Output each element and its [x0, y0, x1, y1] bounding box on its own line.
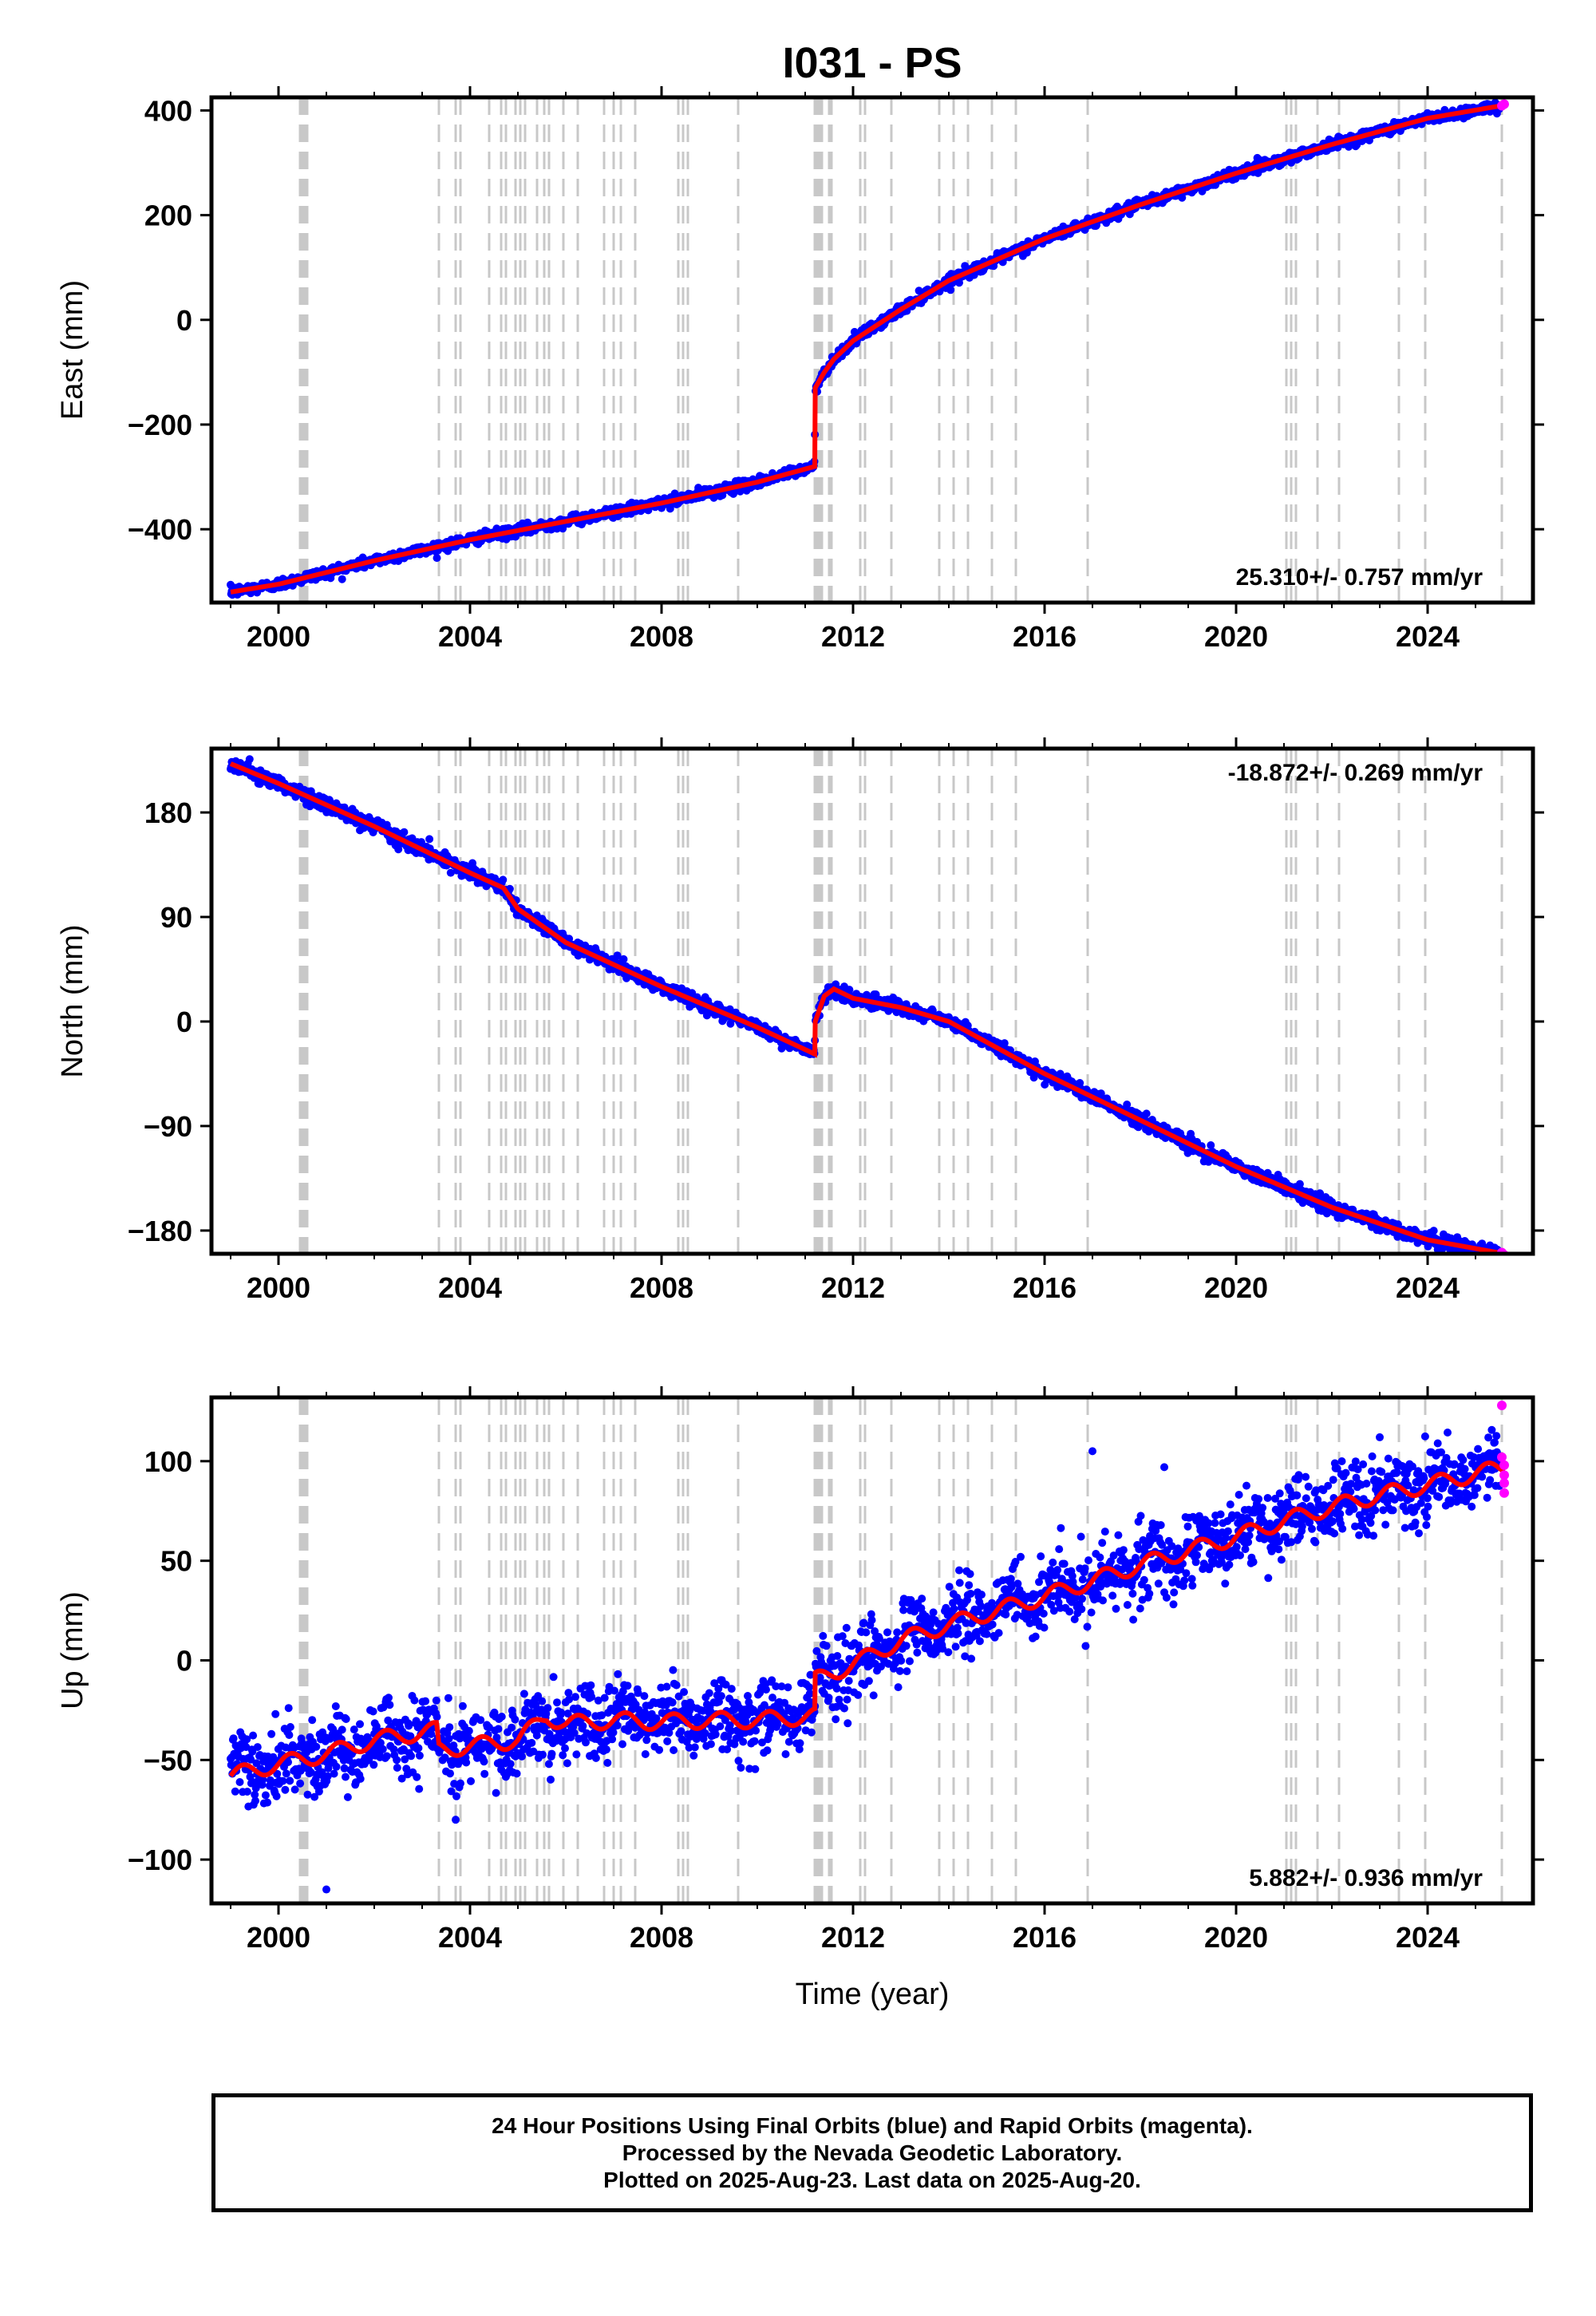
- data-point: [499, 875, 508, 884]
- x-tick-label: 2016: [1013, 620, 1077, 653]
- data-point: [251, 1796, 259, 1805]
- y-tick-label: −400: [128, 513, 192, 546]
- up-panel: 2000 2004 2008 2012 2016 2020 2024100500−50−10…: [56, 1386, 1544, 1954]
- north-panel: 2000 2004 2008 2012 2016 2020 2024 180 90 0 −90 −18…: [56, 737, 1544, 1304]
- fit-line: [230, 102, 1505, 595]
- velocity-label: -18.872+/- 0.269 mm/yr: [1228, 760, 1483, 786]
- data-point: [308, 1716, 317, 1725]
- data-point: [231, 1787, 239, 1796]
- data-point: [425, 835, 434, 844]
- data-point: [284, 1704, 293, 1713]
- data-point: [303, 1790, 312, 1799]
- y-tick-label: 0: [176, 304, 192, 337]
- y-axis-label: East (mm): [56, 280, 89, 420]
- x-tick-label: 2000: [247, 620, 310, 653]
- data-point: [282, 1769, 290, 1778]
- x-tick-label: 2000: [247, 1271, 310, 1304]
- data-point: [330, 1769, 338, 1778]
- velocity-label: 25.310+/- 0.757 mm/yr: [1236, 564, 1483, 591]
- data-point: [245, 755, 254, 764]
- data-point: [332, 1762, 341, 1771]
- plot-area: [227, 97, 1509, 603]
- figure-title: I031 - PS: [782, 39, 962, 87]
- data-point: [342, 1715, 350, 1723]
- data-point: [369, 1707, 377, 1716]
- y-tick-label: 180: [144, 796, 192, 829]
- data-point: [1142, 1109, 1151, 1118]
- data-point: [235, 1778, 244, 1786]
- data-point: [286, 1777, 294, 1785]
- data-point: [342, 1773, 350, 1781]
- data-point: [281, 1785, 290, 1794]
- data-point: [261, 1791, 270, 1800]
- data-point: [272, 1792, 281, 1800]
- plot-area: [227, 1397, 1509, 1903]
- data-point: [343, 1792, 352, 1801]
- data-point: [312, 1742, 321, 1751]
- data-point: [271, 1709, 280, 1718]
- x-tick-label: 2024: [1396, 620, 1460, 653]
- y-tick-label: −200: [128, 409, 192, 441]
- data-point: [433, 554, 441, 563]
- data-point: [356, 1774, 365, 1783]
- data-point: [400, 828, 409, 836]
- plot-area: [227, 749, 1509, 1264]
- data-point: [369, 1761, 378, 1769]
- data-point: [1178, 193, 1187, 202]
- data-point: [285, 1731, 294, 1739]
- x-tick-label: 2016: [1013, 1271, 1077, 1304]
- data-point: [286, 1723, 294, 1731]
- x-tick-label: 2004: [438, 1271, 502, 1304]
- x-tick-label: 2020: [1204, 1271, 1268, 1304]
- data-point: [290, 1785, 299, 1794]
- data-point: [356, 1720, 364, 1729]
- data-point: [263, 1798, 272, 1807]
- y-axis-label: North (mm): [56, 924, 89, 1077]
- data-point: [338, 575, 346, 583]
- data-point: [296, 1779, 305, 1788]
- data-point: [267, 1729, 276, 1738]
- x-tick-label: 2012: [821, 1271, 885, 1304]
- data-point: [243, 1788, 251, 1796]
- x-tick-label: 2024: [1396, 1271, 1460, 1304]
- x-tick-label: 2008: [630, 1271, 693, 1304]
- data-point: [619, 954, 628, 963]
- y-tick-label: −90: [144, 1110, 192, 1143]
- y-tick-label: 90: [160, 901, 192, 934]
- data-point: [229, 1734, 238, 1743]
- east-panel: 2000 2004 2008 2012 2016 2020 20244002000−200−…: [56, 86, 1544, 653]
- data-point: [1489, 1256, 1497, 1264]
- x-tick-label: 2008: [630, 620, 693, 653]
- data-point: [253, 1743, 262, 1752]
- data-point: [1429, 1227, 1438, 1235]
- data-point: [331, 1702, 340, 1710]
- data-point: [338, 1725, 346, 1734]
- y-tick-label: 400: [144, 94, 192, 127]
- x-tick-label: 2020: [1204, 620, 1268, 653]
- data-point: [946, 286, 955, 294]
- x-tick-label: 2004: [438, 620, 502, 653]
- y-tick-label: −180: [128, 1215, 192, 1247]
- y-tick-label: 0: [176, 1006, 192, 1038]
- rapid-orbit-point: [1499, 99, 1509, 109]
- x-tick-label: 2012: [821, 620, 885, 653]
- data-point: [249, 1731, 258, 1740]
- plot-frame: [209, 95, 1535, 605]
- y-tick-label: 200: [144, 200, 192, 232]
- data-point: [279, 1777, 287, 1785]
- data-point: [915, 287, 923, 295]
